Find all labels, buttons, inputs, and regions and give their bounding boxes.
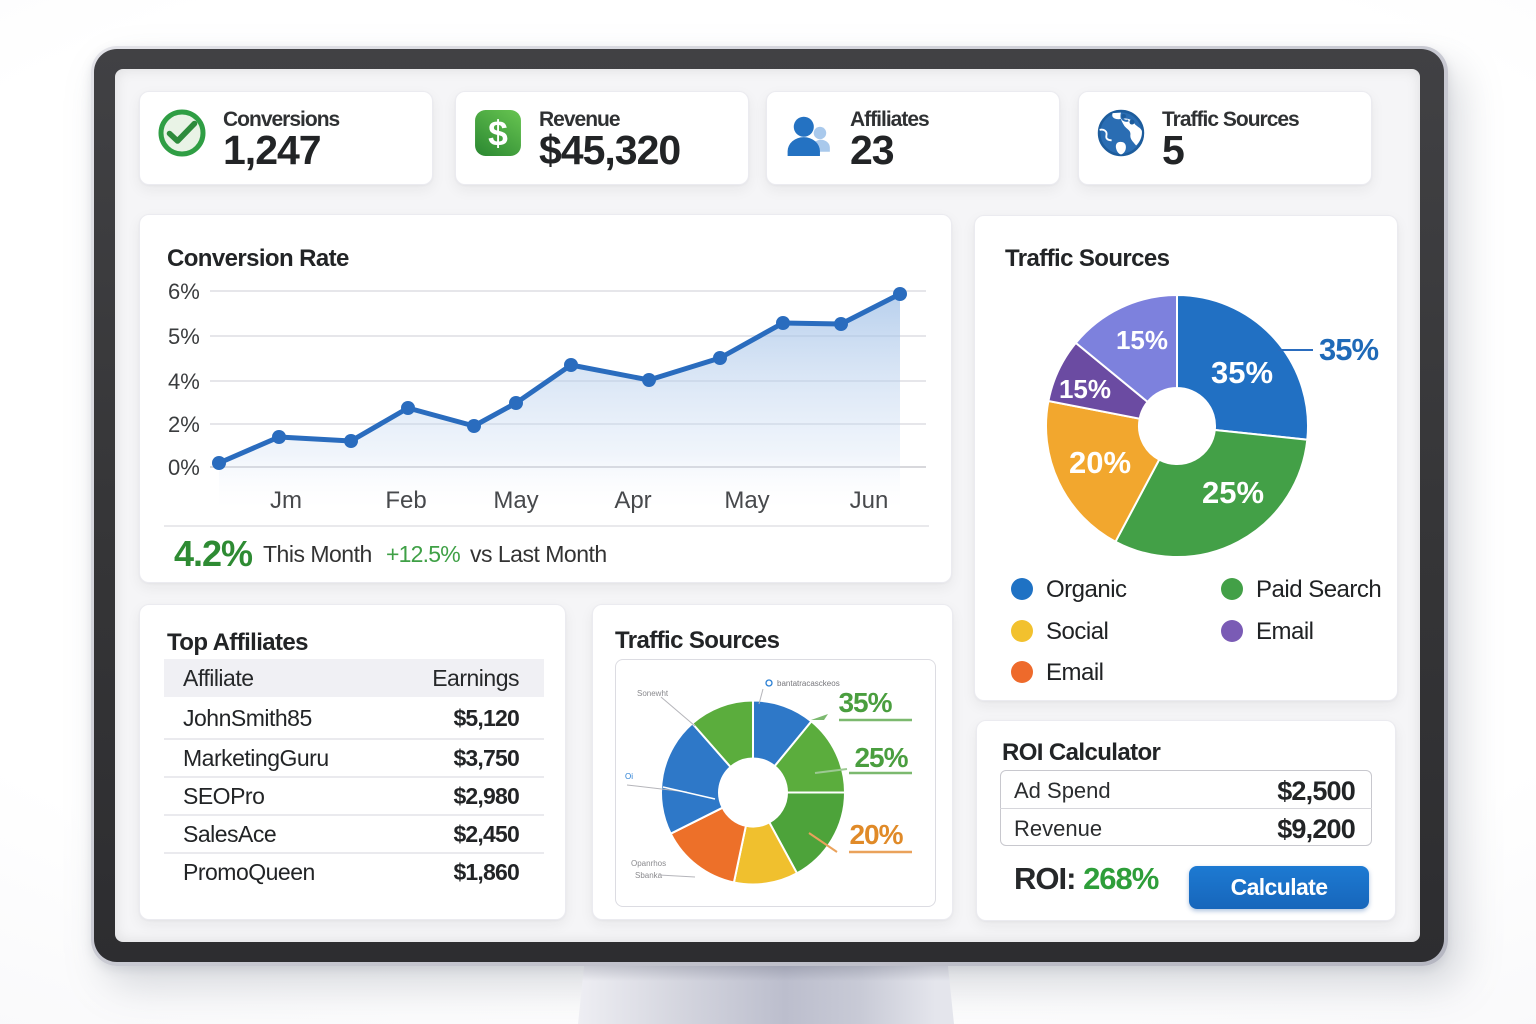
svg-text:Earnings: Earnings [432, 665, 519, 691]
svg-text:$1,860: $1,860 [453, 859, 519, 885]
svg-text:$5,120: $5,120 [453, 705, 519, 731]
svg-text:Sbanka: Sbanka [635, 871, 663, 880]
svg-text:35%: 35% [1319, 332, 1378, 367]
svg-text:May: May [493, 487, 538, 514]
svg-text:Oi: Oi [625, 772, 633, 781]
svg-text:Paid Search: Paid Search [1256, 576, 1381, 603]
svg-text:May: May [724, 487, 769, 514]
svg-text:SalesAce: SalesAce [183, 821, 276, 847]
svg-text:MarketingGuru: MarketingGuru [183, 745, 329, 771]
svg-text:Organic: Organic [1046, 576, 1127, 603]
svg-text:Social: Social [1046, 618, 1108, 645]
svg-text:35%: 35% [838, 687, 892, 718]
svg-text:2%: 2% [168, 412, 200, 437]
svg-text:bantatracasckeos: bantatracasckeos [777, 679, 840, 688]
svg-text:Apr: Apr [614, 487, 651, 514]
svg-text:SEOPro: SEOPro [183, 783, 264, 809]
svg-text:20%: 20% [849, 819, 903, 850]
svg-text:Email: Email [1256, 618, 1314, 645]
svg-text:5%: 5% [168, 324, 200, 349]
svg-text:Feb: Feb [385, 487, 426, 514]
svg-text:0%: 0% [168, 455, 200, 480]
svg-text:25%: 25% [1202, 475, 1264, 510]
svg-text:Jun: Jun [850, 487, 889, 514]
svg-text:PromoQueen: PromoQueen [183, 859, 315, 885]
svg-text:Jm: Jm [270, 487, 302, 514]
svg-text:+12.5%: +12.5% [386, 541, 460, 567]
svg-text:Sonewht: Sonewht [637, 689, 669, 698]
svg-text:Affiliate: Affiliate [183, 665, 254, 691]
svg-text:Opanrhos: Opanrhos [631, 859, 666, 868]
svg-text:Email: Email [1046, 659, 1104, 686]
svg-text:15%: 15% [1116, 325, 1168, 355]
svg-text:4%: 4% [168, 369, 200, 394]
svg-text:vs Last Month: vs Last Month [470, 541, 607, 567]
svg-text:$3,750: $3,750 [453, 745, 519, 771]
svg-text:JohnSmith85: JohnSmith85 [183, 705, 312, 731]
svg-text:35%: 35% [1211, 355, 1273, 390]
svg-text:25%: 25% [854, 742, 908, 773]
svg-text:20%: 20% [1069, 445, 1131, 480]
svg-text:$2,450: $2,450 [453, 821, 519, 847]
svg-text:$: $ [488, 114, 508, 154]
svg-text:6%: 6% [168, 279, 200, 304]
svg-text:15%: 15% [1059, 374, 1111, 404]
svg-text:This Month: This Month [263, 541, 372, 567]
svg-text:$2,980: $2,980 [453, 783, 519, 809]
svg-text:4.2%: 4.2% [174, 533, 253, 574]
